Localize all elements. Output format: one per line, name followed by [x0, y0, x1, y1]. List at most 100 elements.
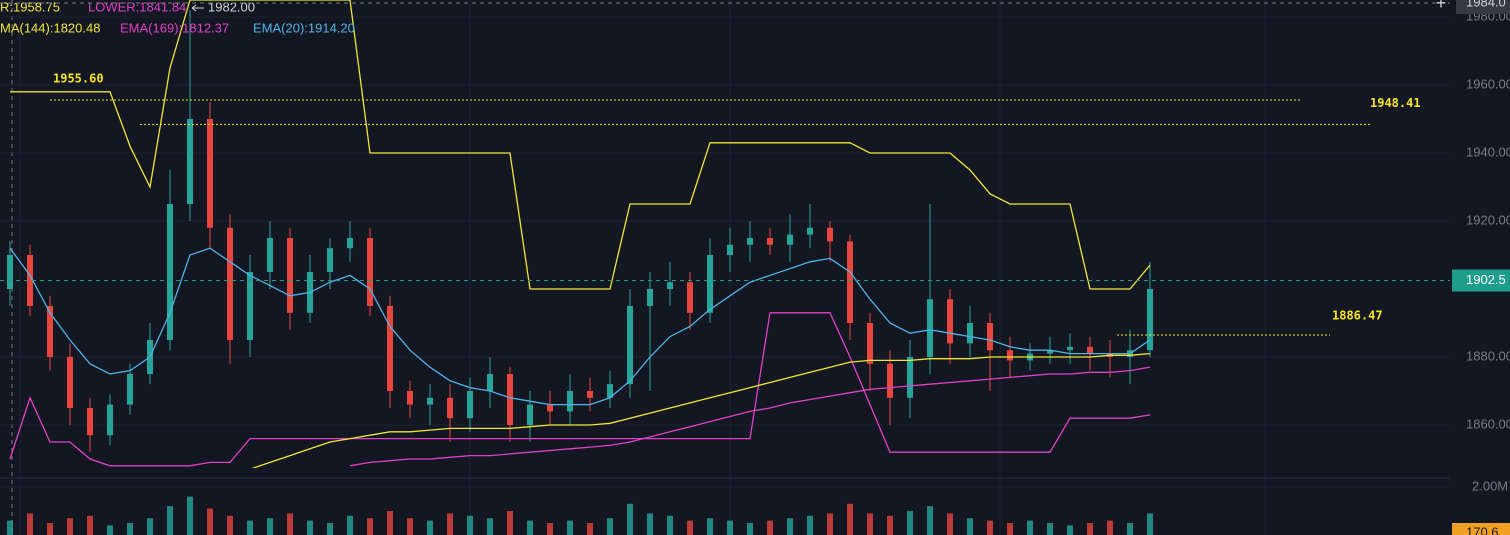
candle-body: [107, 404, 113, 436]
volume-tick-label: 2.00M: [1472, 478, 1508, 493]
candle-body: [427, 397, 433, 405]
indicator-line: [9, 247, 1151, 406]
high-marker-label: 1982.00: [208, 0, 255, 14]
volume-bar: [387, 511, 393, 535]
high-marker-arrow-head: [191, 4, 197, 12]
candle-body: [527, 404, 533, 425]
volume-bar: [967, 518, 973, 535]
volume-bar: [187, 496, 193, 535]
volume-bar: [167, 506, 173, 535]
candle-body: [347, 238, 353, 249]
plot-area: [7, 0, 1370, 468]
candle-body: [47, 306, 53, 357]
volume-bar: [267, 518, 273, 535]
price-level-label: 1948.41: [1370, 96, 1421, 110]
last-price-label: 1902.5: [1466, 272, 1506, 287]
candle-body: [647, 289, 653, 306]
volume-last-box: [1452, 523, 1510, 535]
candle-body: [7, 255, 13, 289]
volume-bar: [547, 523, 553, 535]
candle-body: [847, 241, 853, 323]
volume-bar: [647, 513, 653, 535]
candle-body: [727, 244, 733, 255]
volume-bar: [1027, 520, 1033, 535]
volume-bar: [707, 518, 713, 535]
volume-bar: [527, 520, 533, 535]
candle-body: [507, 374, 513, 425]
volume-bar: [587, 523, 593, 535]
volume-bar: [627, 503, 633, 535]
candle-body: [587, 391, 593, 398]
indicator-line: [10, 0, 1151, 290]
volume-bar: [947, 513, 953, 535]
legend-entry: R:1958.75: [0, 0, 60, 14]
volume-bar: [1047, 523, 1053, 535]
price-level-label: 1886.47: [1332, 309, 1383, 323]
price-level-label: 1955.60: [53, 71, 104, 85]
candle-body: [447, 397, 453, 419]
candle-body: [887, 363, 893, 398]
y-tick-label: 1960.00: [1466, 76, 1510, 91]
volume-bar: [987, 520, 993, 535]
legend-entry: MA(144):1820.48: [0, 20, 100, 35]
volume-bar: [347, 515, 353, 535]
crosshair-plus-icon[interactable]: +: [1436, 0, 1447, 13]
y-tick-label: 1880.00: [1466, 348, 1510, 363]
last-price-box: [1452, 269, 1510, 292]
volume-bar: [1127, 523, 1133, 535]
candle-body: [367, 238, 373, 306]
candle-body: [707, 255, 713, 313]
volume-pane: 2.00M 170.6: [0, 478, 1510, 535]
volume-bar: [407, 518, 413, 535]
volume-bar: [367, 518, 373, 535]
volume-bar: [27, 513, 33, 535]
volume-bar: [927, 506, 933, 535]
volume-bar: [1147, 513, 1153, 535]
volume-bar: [787, 518, 793, 535]
candle-body: [407, 391, 413, 405]
candle-body: [767, 238, 773, 245]
volume-bar: [467, 515, 473, 535]
candle-body: [87, 408, 93, 436]
volume-bar: [507, 511, 513, 535]
candle-body: [287, 238, 293, 313]
volume-bar: [427, 520, 433, 535]
candle-body: [687, 282, 693, 313]
indicator-line: [251, 352, 1151, 468]
candle-body: [787, 234, 793, 245]
candle-body: [927, 299, 933, 357]
legend-entry: EMA(20):1914.20: [253, 20, 355, 35]
volume-bar: [727, 520, 733, 535]
candle-body: [27, 255, 33, 306]
candle-body: [667, 282, 673, 289]
volume-bar: [247, 520, 253, 535]
volume-bar: [887, 515, 893, 535]
volume-bar: [327, 523, 333, 535]
candle-body: [167, 204, 173, 340]
legend-entry: LOWER:1841.84: [88, 0, 186, 14]
volume-bar: [107, 525, 113, 535]
volume-bar: [307, 520, 313, 535]
y-tick-label: 1920.00: [1466, 212, 1510, 227]
candle-body: [1147, 289, 1153, 351]
volume-bar: [1107, 520, 1113, 535]
volume-bar: [447, 513, 453, 535]
candle-body: [547, 404, 553, 412]
candle-body: [567, 391, 573, 412]
candle-body: [987, 323, 993, 351]
candle-body: [67, 357, 73, 408]
candle-body: [267, 238, 273, 272]
volume-bar: [227, 515, 233, 535]
candle-body: [747, 238, 753, 245]
candle-body: [207, 119, 213, 228]
volume-bar: [867, 513, 873, 535]
candle-body: [327, 248, 333, 272]
candle-body: [907, 357, 913, 398]
candle-body: [967, 323, 973, 344]
volume-bar: [907, 511, 913, 535]
volume-bar: [207, 508, 213, 535]
volume-bar: [1007, 523, 1013, 535]
